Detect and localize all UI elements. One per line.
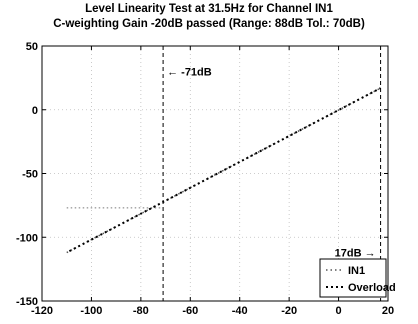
y-tick-label: 0 <box>32 105 38 117</box>
vline-layer: ← -71dB 17dB → <box>162 46 382 301</box>
vline-label: ← -71dB <box>167 67 212 79</box>
series-line-overload <box>66 87 382 254</box>
y-tick-label: -50 <box>22 169 38 181</box>
x-tick-label: -100 <box>80 305 102 317</box>
y-tick-label: 50 <box>26 41 38 53</box>
x-tick-label: -40 <box>232 305 248 317</box>
legend-label-overload: Overload <box>348 282 396 294</box>
chart-title-block: Level Linearity Test at 31.5Hz for Chann… <box>0 2 418 32</box>
chart-subtitle: C-weighting Gain -20dB passed (Range: 88… <box>53 18 365 30</box>
x-tick-label: -60 <box>182 305 198 317</box>
legend-box <box>319 258 387 298</box>
chart-title: Level Linearity Test at 31.5Hz for Chann… <box>85 3 333 15</box>
vline-label: 17dB → <box>335 248 376 260</box>
y-tick-label: -150 <box>16 296 38 308</box>
legend-label-in1: IN1 <box>348 265 365 277</box>
series-layer <box>66 87 382 254</box>
y-tick-label: -100 <box>16 232 38 244</box>
x-tick-label: 20 <box>382 305 394 317</box>
tick-layer: -120 -100 -80 -60 -40 -20 0 20 -150 -100 -50 0 50 <box>16 41 394 317</box>
x-tick-label: -80 <box>133 305 149 317</box>
x-tick-label: -120 <box>31 305 53 317</box>
x-tick-label: 0 <box>336 305 342 317</box>
legend: IN1 Overload <box>319 258 396 298</box>
x-tick-label: -20 <box>281 305 297 317</box>
